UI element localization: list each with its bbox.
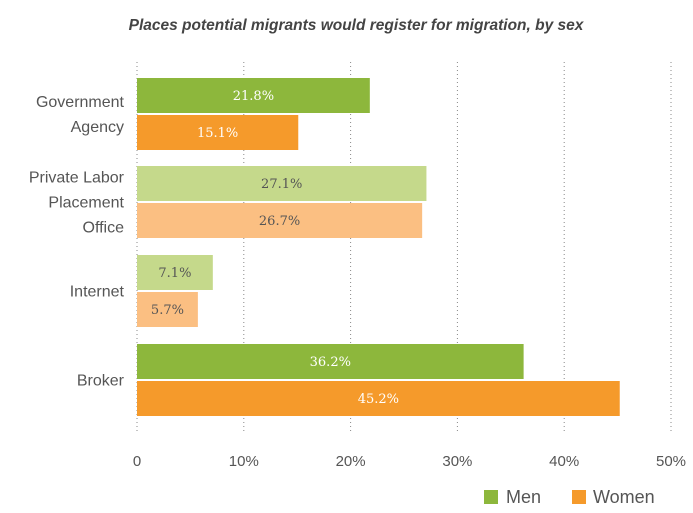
bar-value-label: 27.1% [261, 177, 302, 192]
legend: Men Women [484, 487, 655, 507]
bar-value-label: 5.7% [151, 303, 184, 318]
category-label: Broker [77, 373, 125, 390]
chart-title: Places potential migrants would register… [129, 17, 585, 34]
category-labels: Government Agency Private Labor Placement Of… [29, 94, 125, 390]
bar-men [137, 78, 370, 113]
bars: 21.8% 27.1% 7.1% 36.2% 15.1% 26.7% 5.7% 45.2% [137, 78, 620, 416]
bar-women [137, 115, 299, 150]
x-axis-ticks: 0 10% 20% 30% 40% 50% [133, 453, 686, 470]
bar-women [137, 381, 620, 416]
bar-value-label: 15.1% [197, 126, 238, 141]
bar-women [137, 203, 423, 238]
bar-value-label: 7.1% [158, 266, 191, 281]
legend-swatch-women [572, 490, 586, 504]
legend-label-men: Men [506, 487, 541, 507]
bar-value-label: 36.2% [310, 355, 351, 370]
bar-men [137, 344, 524, 379]
bar-men [137, 166, 427, 201]
category-label: Private Labor Placement Office [29, 170, 125, 237]
category-label: Internet [70, 284, 125, 301]
x-tick-label: 50% [656, 453, 686, 470]
x-tick-label: 30% [442, 453, 472, 470]
bar-value-label: 45.2% [358, 392, 399, 407]
x-tick-label: 40% [549, 453, 579, 470]
x-tick-label: 20% [336, 453, 366, 470]
legend-swatch-men [484, 490, 498, 504]
x-tick-label: 0 [133, 453, 141, 470]
bar-value-label: 21.8% [233, 89, 274, 104]
bar-men [137, 255, 213, 290]
bar-value-label: 26.7% [259, 214, 300, 229]
bar-women [137, 292, 198, 327]
x-tick-label: 10% [229, 453, 259, 470]
legend-label-women: Women [593, 487, 655, 507]
category-label: Government Agency [36, 94, 125, 136]
